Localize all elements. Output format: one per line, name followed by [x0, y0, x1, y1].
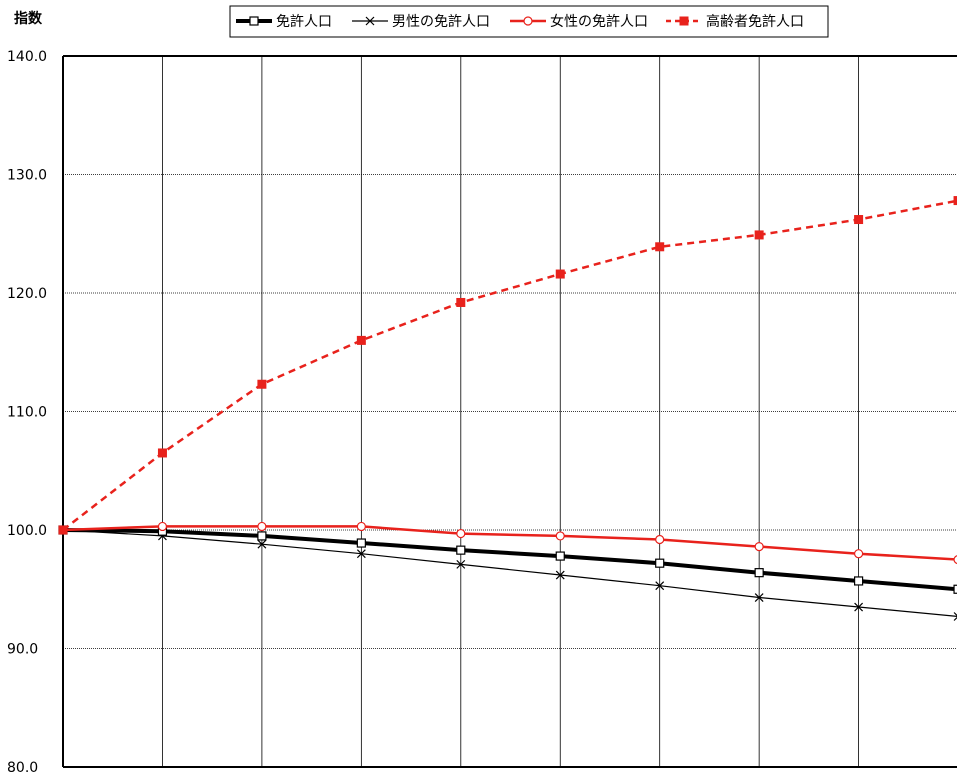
data-point: [356, 538, 366, 548]
data-point: [257, 539, 267, 549]
data-point: [523, 16, 533, 26]
y-tick-label: 80.0: [7, 760, 38, 776]
data-point: [853, 549, 864, 559]
data-point: [356, 521, 366, 532]
data-point-stroke: [356, 549, 366, 559]
series-0: [58, 525, 957, 594]
data-point: [365, 16, 375, 26]
data-point: [456, 545, 466, 555]
series-line: [62, 529, 957, 617]
data-point: [555, 269, 565, 279]
data-point: [953, 196, 957, 206]
series-line: [62, 528, 957, 592]
grid: [63, 56, 957, 767]
legend-label: 高齢者免許人口: [706, 13, 804, 30]
data-point: [655, 242, 665, 252]
y-tick-label: 90.0: [7, 642, 38, 658]
data-point: [257, 531, 267, 541]
legend-label: 男性の免許人口: [392, 14, 490, 30]
y-tick-label: 100.0: [7, 523, 47, 539]
legend-label: 免許人口: [276, 14, 332, 30]
data-point: [655, 581, 665, 591]
series-line: [62, 525, 957, 561]
series-3: [58, 196, 957, 535]
data-point: [257, 521, 267, 532]
data-point-stroke: [257, 539, 267, 549]
data-point-stroke: [854, 602, 864, 612]
data-point: [249, 16, 259, 26]
data-point: [754, 541, 764, 552]
legend-item: 男性の免許人口: [352, 14, 490, 30]
data-point: [157, 521, 168, 532]
data-point: [456, 528, 466, 539]
data-point: [157, 448, 167, 458]
data-point: [953, 584, 957, 594]
data-point-stroke: [754, 593, 764, 602]
axes: [62, 55, 957, 768]
data-point-stroke: [456, 559, 466, 569]
data-point: [679, 16, 689, 26]
legend-item: 免許人口: [236, 14, 332, 30]
data-point: [555, 570, 565, 580]
legend-item: 高齢者免許人口: [666, 13, 804, 30]
data-point: [953, 555, 957, 565]
data-point: [356, 549, 366, 559]
y-tick-label: 130.0: [7, 168, 47, 184]
y-tick-label: 140.0: [7, 49, 47, 65]
legend: 免許人口 男性の免許人口 女性の免許人口 高齢者免許人口: [229, 5, 829, 38]
data-point: [854, 602, 864, 612]
data-point: [853, 576, 864, 586]
data-point-stroke: [555, 570, 565, 580]
data-point: [456, 559, 466, 569]
legend-label: 女性の免許人口: [550, 13, 648, 30]
data-point: [456, 297, 466, 307]
y-tick-label: 110.0: [7, 405, 47, 421]
data-point: [555, 551, 565, 561]
data-point: [655, 558, 665, 568]
data-point: [754, 230, 764, 240]
series-line: [62, 199, 957, 531]
data-point-stroke: [655, 581, 665, 591]
y-tick-label: 120.0: [7, 286, 47, 302]
data-point: [257, 379, 267, 389]
data-point-stroke: [953, 612, 957, 617]
series-2: [58, 521, 957, 565]
data-point: [754, 568, 764, 578]
data-point: [356, 335, 366, 345]
data-point: [655, 534, 665, 545]
series-layer: [58, 196, 957, 621]
data-point: [754, 593, 764, 602]
data-point: [854, 215, 864, 225]
data-point: [58, 525, 68, 535]
data-point: [953, 612, 957, 621]
data-point: [555, 531, 565, 541]
data-point-stroke: [953, 616, 957, 621]
legend-item: 女性の免許人口: [510, 13, 648, 30]
data-point-stroke: [365, 16, 375, 26]
series-1: [58, 525, 957, 621]
y-axis-label: 指数: [14, 10, 43, 27]
y-tick-labels: 80.0 90.0 100.0 110.0 120.0 130.0 140.0: [7, 49, 47, 776]
